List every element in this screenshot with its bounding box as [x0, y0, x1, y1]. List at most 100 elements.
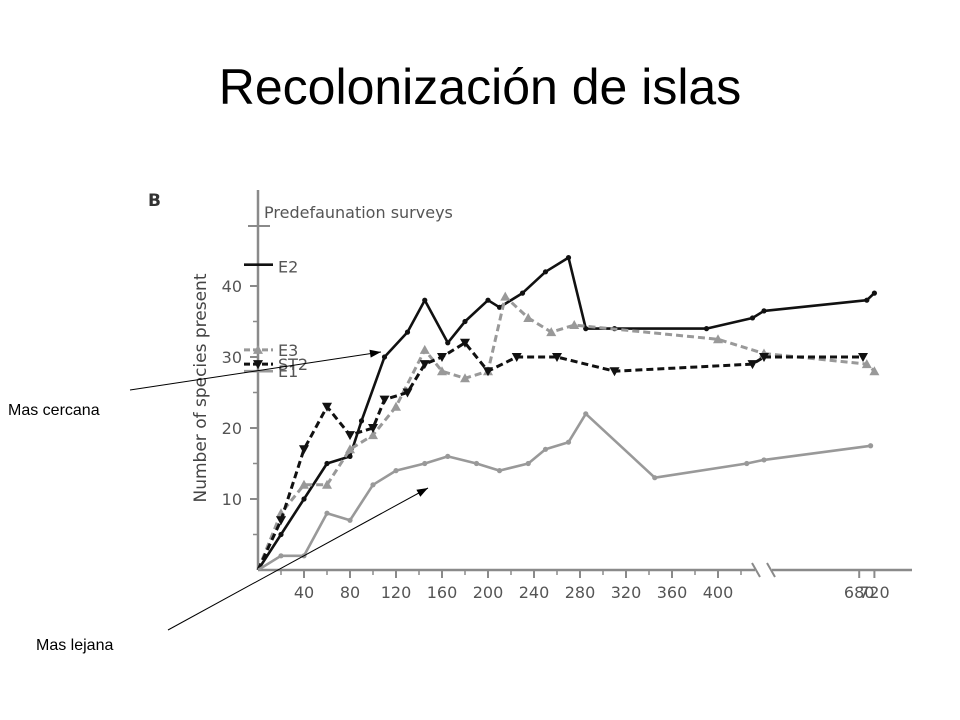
x-tick-label: 360	[657, 583, 688, 602]
data-point-st2	[511, 353, 522, 362]
data-point-e2	[358, 418, 365, 424]
data-point-e1	[542, 446, 549, 452]
data-point-st2	[419, 360, 430, 370]
data-point-st2	[402, 388, 413, 398]
data-point-e1	[278, 553, 284, 559]
data-point-e3	[861, 359, 872, 369]
series-line-st2	[256, 341, 765, 571]
data-point-e3	[569, 320, 580, 330]
y-tick-label: 20	[222, 419, 242, 438]
data-point-st2	[276, 516, 286, 526]
x-tick-label: 200	[473, 583, 504, 602]
data-point-e2	[871, 290, 878, 296]
callout-nearest-island: Mas cercana	[8, 402, 100, 419]
x-tick-label: 160	[427, 583, 458, 602]
x-tick-label: 80	[340, 583, 360, 602]
series-line-e1-after-break	[763, 444, 871, 462]
data-point-e2	[565, 255, 572, 261]
data-point-e3	[437, 366, 447, 376]
data-point-e2	[519, 290, 526, 296]
data-point-e2	[278, 531, 284, 538]
slide-title: Recolonización de islas	[218, 59, 742, 115]
data-point-e2	[864, 297, 870, 303]
data-point-e3	[419, 344, 430, 354]
data-point-e1	[473, 460, 480, 467]
data-point-e2	[381, 354, 388, 360]
x-tick-label: 240	[519, 583, 550, 602]
data-point-e1	[324, 510, 330, 516]
data-point-e3	[322, 479, 332, 489]
data-point-e2	[496, 304, 503, 310]
series-line-e3	[256, 295, 765, 571]
data-point-e2	[485, 297, 491, 303]
data-point-e3	[345, 444, 355, 454]
data-point-st2	[858, 353, 868, 362]
data-point-e1	[422, 460, 428, 467]
data-point-e2	[542, 269, 549, 275]
data-point-st2	[379, 395, 390, 405]
data-point-e2	[301, 496, 307, 502]
series-line-e2-after-break	[763, 292, 876, 313]
predefaunation-label-st2: ST2	[278, 355, 308, 374]
data-point-e2	[749, 315, 756, 321]
predefaunation-point-st2	[253, 360, 263, 370]
data-point-st2	[747, 360, 758, 370]
callout-arrow-far	[167, 487, 429, 631]
x-tick-label: 40	[294, 583, 314, 602]
data-point-e1	[652, 475, 658, 481]
data-point-e2	[422, 297, 428, 303]
y-tick-label: 40	[222, 277, 242, 296]
x-tick-label: 280	[565, 583, 596, 602]
y-tick-label: 10	[222, 490, 242, 509]
predefaunation-label-e2: E2	[278, 258, 298, 277]
data-point-e3	[869, 366, 880, 376]
data-point-e3	[460, 373, 470, 383]
y-axis-label: Number of species present	[191, 273, 211, 502]
data-point-st2	[460, 338, 470, 348]
data-point-e3	[546, 327, 557, 337]
x-axis-break-marker	[751, 562, 776, 578]
data-point-e1	[744, 460, 750, 467]
data-point-e1	[565, 439, 572, 445]
predefaunation-label-e3: E3	[278, 341, 298, 360]
x-tick-label: 320	[611, 583, 642, 602]
data-point-e3	[713, 334, 723, 344]
data-point-e1	[525, 460, 531, 467]
data-point-e3	[299, 479, 309, 489]
data-point-st2	[368, 424, 378, 433]
callout-arrow-near-head	[369, 349, 381, 358]
data-point-e1	[347, 517, 353, 523]
series-line-e1	[257, 412, 765, 572]
data-point-st2	[483, 367, 493, 377]
data-point-e3	[368, 430, 378, 440]
data-point-st2	[437, 353, 447, 362]
legend-title: Predefaunation surveys	[264, 203, 453, 222]
data-point-e2	[703, 326, 710, 332]
data-point-e2	[324, 460, 330, 467]
data-point-e1	[496, 468, 503, 474]
data-point-e1	[370, 482, 376, 488]
callout-farthest-island: Mas lejana	[36, 637, 114, 654]
data-point-e1	[393, 468, 399, 474]
callout-arrow-near	[129, 351, 382, 391]
x-tick-label: 720	[859, 583, 890, 602]
panel-label: B	[148, 191, 161, 211]
data-point-e2	[761, 308, 767, 314]
data-point-e1	[583, 411, 589, 417]
data-point-st2	[552, 353, 562, 362]
data-point-st2	[345, 431, 355, 441]
data-point-st2	[609, 367, 620, 377]
predefaunation-point-e3	[253, 344, 263, 354]
y-tick-label: 30	[222, 348, 242, 367]
data-point-e3	[391, 401, 401, 411]
data-point-e1	[445, 453, 451, 459]
x-tick-label: 120	[381, 583, 412, 602]
data-point-e1	[761, 457, 767, 463]
data-point-st2	[299, 445, 309, 455]
data-point-e2	[404, 329, 411, 335]
data-point-e3	[500, 291, 511, 301]
data-point-e2	[445, 340, 451, 346]
data-point-e1	[868, 443, 874, 449]
data-point-st2	[759, 353, 769, 362]
